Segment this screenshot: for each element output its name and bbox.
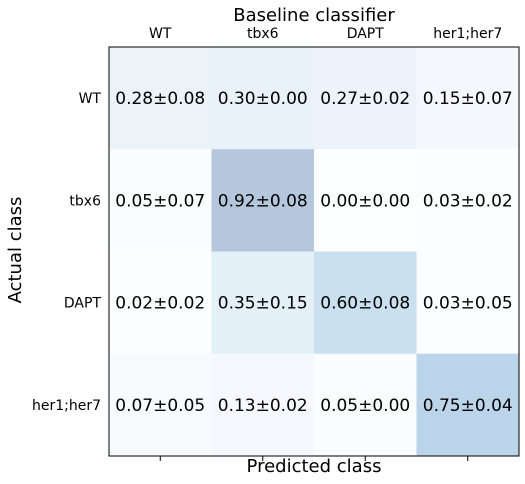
cell-label: 0.92±0.08 <box>218 191 308 211</box>
x-tick-label: her1;her7 <box>433 26 502 42</box>
heatmap-cell-labels: 0.28±0.08 0.30±0.00 0.27±0.02 0.15±0.07 0.05… <box>115 89 512 416</box>
heatmap-cells <box>109 47 520 457</box>
heatmap-cell-her1her7-WT <box>109 353 212 457</box>
heatmap-cell-her1her7-DAPT <box>314 353 417 457</box>
y-tick-labels: WT tbx6 DAPT her1;her7 <box>32 91 101 414</box>
heatmap-cell-her1her7-her1her7 <box>416 353 520 457</box>
x-tick-label: DAPT <box>347 26 385 42</box>
cell-label: 0.05±0.07 <box>115 191 205 211</box>
cell-label: 0.35±0.15 <box>218 294 308 314</box>
y-tick-label: WT <box>79 91 102 107</box>
y-tick-label: tbx6 <box>69 193 101 209</box>
x-tick-label: tbx6 <box>247 26 279 42</box>
y-axis-label: Actual class <box>5 197 26 304</box>
cell-label: 0.05±0.00 <box>320 396 410 416</box>
plot-frame <box>108 46 520 457</box>
cell-label: 0.03±0.05 <box>423 294 513 314</box>
cell-label: 0.03±0.02 <box>423 191 513 211</box>
cell-label: 0.02±0.02 <box>115 294 205 314</box>
cell-label: 0.75±0.04 <box>423 396 513 416</box>
cell-label: 0.30±0.00 <box>218 89 308 109</box>
heatmap-cell-tbx6-her1her7 <box>416 149 520 252</box>
heatmap-cell-DAPT-WT <box>109 251 212 355</box>
heatmap-cell-DAPT-DAPT <box>314 251 417 355</box>
cell-label: 0.07±0.05 <box>115 396 205 416</box>
cell-label: 0.00±0.00 <box>320 191 410 211</box>
cell-label: 0.27±0.02 <box>320 89 410 109</box>
y-tick-label: her1;her7 <box>32 398 101 414</box>
heatmap-cell-WT-tbx6 <box>211 47 315 150</box>
x-tick-labels: WT tbx6 DAPT her1;her7 <box>149 26 502 461</box>
heatmap-cell-tbx6-WT <box>109 149 212 252</box>
heatmap-cell-tbx6-tbx6 <box>211 149 315 252</box>
heatmap-cell-WT-DAPT <box>314 47 417 150</box>
heatmap-cell-DAPT-tbx6 <box>211 251 315 355</box>
heatmap-cell-WT-WT <box>109 47 212 150</box>
cell-label: 0.60±0.08 <box>320 294 410 314</box>
y-tick-label: DAPT <box>64 296 102 312</box>
cell-label: 0.28±0.08 <box>115 89 205 109</box>
heatmap-cell-tbx6-DAPT <box>314 149 417 252</box>
heatmap-cell-WT-her1her7 <box>416 47 520 150</box>
heatmap-cell-her1her7-tbx6 <box>211 353 315 457</box>
heatmap-cell-DAPT-her1her7 <box>416 251 520 355</box>
chart-title: Baseline classifier <box>233 5 395 26</box>
x-axis-label: Predicted class <box>247 456 382 477</box>
x-tick-label: WT <box>149 26 172 42</box>
cell-label: 0.13±0.02 <box>218 396 308 416</box>
cell-label: 0.15±0.07 <box>423 89 513 109</box>
